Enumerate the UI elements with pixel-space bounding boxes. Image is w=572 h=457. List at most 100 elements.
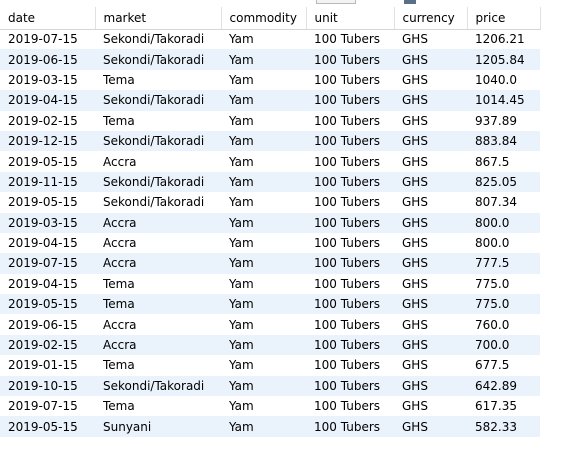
cell-date[interactable]: 2019-05-15 xyxy=(0,294,95,315)
cell-unit[interactable]: 100 Tubers xyxy=(306,90,394,111)
cell-currency[interactable]: GHS xyxy=(394,232,467,254)
cell-unit[interactable]: 100 Tubers xyxy=(306,396,394,417)
cell-commodity[interactable]: Yam xyxy=(221,253,306,274)
cell-commodity[interactable]: Yam xyxy=(221,355,306,376)
table-row[interactable]: 2019-02-15 Tema Yam 100 Tubers GHS 937.89 xyxy=(0,110,540,131)
cell-market[interactable]: Sekondi/Takoradi xyxy=(95,130,221,152)
cell-date[interactable]: 2019-06-15 xyxy=(0,49,95,70)
cell-unit[interactable]: 100 Tubers xyxy=(306,151,394,172)
cell-market[interactable]: Accra xyxy=(95,212,221,233)
cell-price[interactable]: 1206.21 xyxy=(467,29,540,50)
table-row[interactable]: 2019-05-15 Accra Yam 100 Tubers GHS 867.5 xyxy=(0,151,540,172)
table-row[interactable]: 2019-10-15 Sekondi/Takoradi Yam 100 Tubers G… xyxy=(0,375,540,397)
cell-market[interactable]: Sekondi/Takoradi xyxy=(95,192,221,213)
cell-date[interactable]: 2019-04-15 xyxy=(0,90,95,111)
cell-date[interactable]: 2019-02-15 xyxy=(0,334,95,356)
cell-market[interactable]: Accra xyxy=(95,232,221,254)
cell-currency[interactable]: GHS xyxy=(394,355,467,376)
cell-commodity[interactable]: Yam xyxy=(221,212,306,233)
cell-unit[interactable]: 100 Tubers xyxy=(306,212,394,233)
cell-price[interactable]: 807.34 xyxy=(467,192,540,213)
cell-price[interactable]: 760.0 xyxy=(467,314,540,335)
cell-date[interactable]: 2019-05-15 xyxy=(0,416,95,437)
cell-date[interactable]: 2019-01-15 xyxy=(0,355,95,376)
cell-date[interactable]: 2019-11-15 xyxy=(0,171,95,193)
cell-market[interactable]: Sekondi/Takoradi xyxy=(95,375,221,397)
cell-date[interactable]: 2019-12-15 xyxy=(0,130,95,152)
column-header-date[interactable]: date xyxy=(0,7,96,30)
cell-currency[interactable]: GHS xyxy=(394,375,467,397)
cell-price[interactable]: 825.05 xyxy=(467,171,540,193)
cell-unit[interactable]: 100 Tubers xyxy=(306,171,394,193)
cell-currency[interactable]: GHS xyxy=(394,416,467,437)
cell-commodity[interactable]: Yam xyxy=(221,232,306,254)
column-header-commodity[interactable]: commodity xyxy=(221,7,307,30)
table-row[interactable]: 2019-04-15 Accra Yam 100 Tubers GHS 800.0 xyxy=(0,232,540,254)
table-row[interactable]: 2019-06-15 Sekondi/Takoradi Yam 100 Tubers G… xyxy=(0,49,540,70)
cell-currency[interactable]: GHS xyxy=(394,151,467,172)
cell-commodity[interactable]: Yam xyxy=(221,29,306,50)
cell-price[interactable]: 883.84 xyxy=(467,130,540,152)
cell-price[interactable]: 1014.45 xyxy=(467,90,540,111)
cell-unit[interactable]: 100 Tubers xyxy=(306,416,394,437)
cell-commodity[interactable]: Yam xyxy=(221,416,306,437)
cell-market[interactable]: Sekondi/Takoradi xyxy=(95,49,221,70)
cell-commodity[interactable]: Yam xyxy=(221,49,306,70)
cell-commodity[interactable]: Yam xyxy=(221,171,306,193)
cell-market[interactable]: Sekondi/Takoradi xyxy=(95,29,221,50)
cell-date[interactable]: 2019-07-15 xyxy=(0,396,95,417)
cell-commodity[interactable]: Yam xyxy=(221,130,306,152)
cell-currency[interactable]: GHS xyxy=(394,49,467,70)
cell-date[interactable]: 2019-07-15 xyxy=(0,29,95,50)
cell-price[interactable]: 582.33 xyxy=(467,416,540,437)
cell-unit[interactable]: 100 Tubers xyxy=(306,375,394,397)
cell-commodity[interactable]: Yam xyxy=(221,334,306,356)
cell-market[interactable]: Accra xyxy=(95,253,221,274)
cell-commodity[interactable]: Yam xyxy=(221,110,306,131)
cell-price[interactable]: 777.5 xyxy=(467,253,540,274)
cell-market[interactable]: Sekondi/Takoradi xyxy=(95,171,221,193)
column-header-currency[interactable]: currency xyxy=(394,7,468,30)
cell-currency[interactable]: GHS xyxy=(394,171,467,193)
table-row[interactable]: 2019-05-15 Sekondi/Takoradi Yam 100 Tubers G… xyxy=(0,192,540,213)
cell-commodity[interactable]: Yam xyxy=(221,375,306,397)
table-row[interactable]: 2019-07-15 Accra Yam 100 Tubers GHS 777.5 xyxy=(0,253,540,274)
cell-commodity[interactable]: Yam xyxy=(221,90,306,111)
cell-price[interactable]: 800.0 xyxy=(467,212,540,233)
table-row[interactable]: 2019-01-15 Tema Yam 100 Tubers GHS 677.5 xyxy=(0,355,540,376)
cell-commodity[interactable]: Yam xyxy=(221,396,306,417)
cell-commodity[interactable]: Yam xyxy=(221,273,306,295)
cell-price[interactable]: 617.35 xyxy=(467,396,540,417)
cell-market[interactable]: Tema xyxy=(95,273,221,295)
cell-date[interactable]: 2019-10-15 xyxy=(0,375,95,397)
cell-unit[interactable]: 100 Tubers xyxy=(306,130,394,152)
cell-price[interactable]: 642.89 xyxy=(467,375,540,397)
cell-date[interactable]: 2019-03-15 xyxy=(0,212,95,233)
cell-price[interactable]: 800.0 xyxy=(467,232,540,254)
table-row[interactable]: 2019-05-15 Tema Yam 100 Tubers GHS 775.0 xyxy=(0,294,540,315)
cell-commodity[interactable]: Yam xyxy=(221,192,306,213)
cell-market[interactable]: Accra xyxy=(95,334,221,356)
cell-commodity[interactable]: Yam xyxy=(221,294,306,315)
table-row[interactable]: 2019-07-15 Sekondi/Takoradi Yam 100 Tubers G… xyxy=(0,29,540,50)
cell-price[interactable]: 677.5 xyxy=(467,355,540,376)
table-row[interactable]: 2019-02-15 Accra Yam 100 Tubers GHS 700.0 xyxy=(0,334,540,356)
cell-currency[interactable]: GHS xyxy=(394,29,467,50)
cell-currency[interactable]: GHS xyxy=(394,110,467,131)
cell-unit[interactable]: 100 Tubers xyxy=(306,69,394,91)
cell-currency[interactable]: GHS xyxy=(394,334,467,356)
table-row[interactable]: 2019-04-15 Sekondi/Takoradi Yam 100 Tubers G… xyxy=(0,90,540,111)
cell-market[interactable]: Tema xyxy=(95,396,221,417)
cell-market[interactable]: Tema xyxy=(95,110,221,131)
toolbar-field[interactable] xyxy=(316,0,356,4)
cell-currency[interactable]: GHS xyxy=(394,90,467,111)
cell-currency[interactable]: GHS xyxy=(394,294,467,315)
cell-price[interactable]: 775.0 xyxy=(467,294,540,315)
cell-date[interactable]: 2019-04-15 xyxy=(0,273,95,295)
cell-currency[interactable]: GHS xyxy=(394,273,467,295)
cell-date[interactable]: 2019-05-15 xyxy=(0,192,95,213)
cell-unit[interactable]: 100 Tubers xyxy=(306,49,394,70)
cell-date[interactable]: 2019-05-15 xyxy=(0,151,95,172)
cell-price[interactable]: 1205.84 xyxy=(467,49,540,70)
cell-price[interactable]: 775.0 xyxy=(467,273,540,295)
